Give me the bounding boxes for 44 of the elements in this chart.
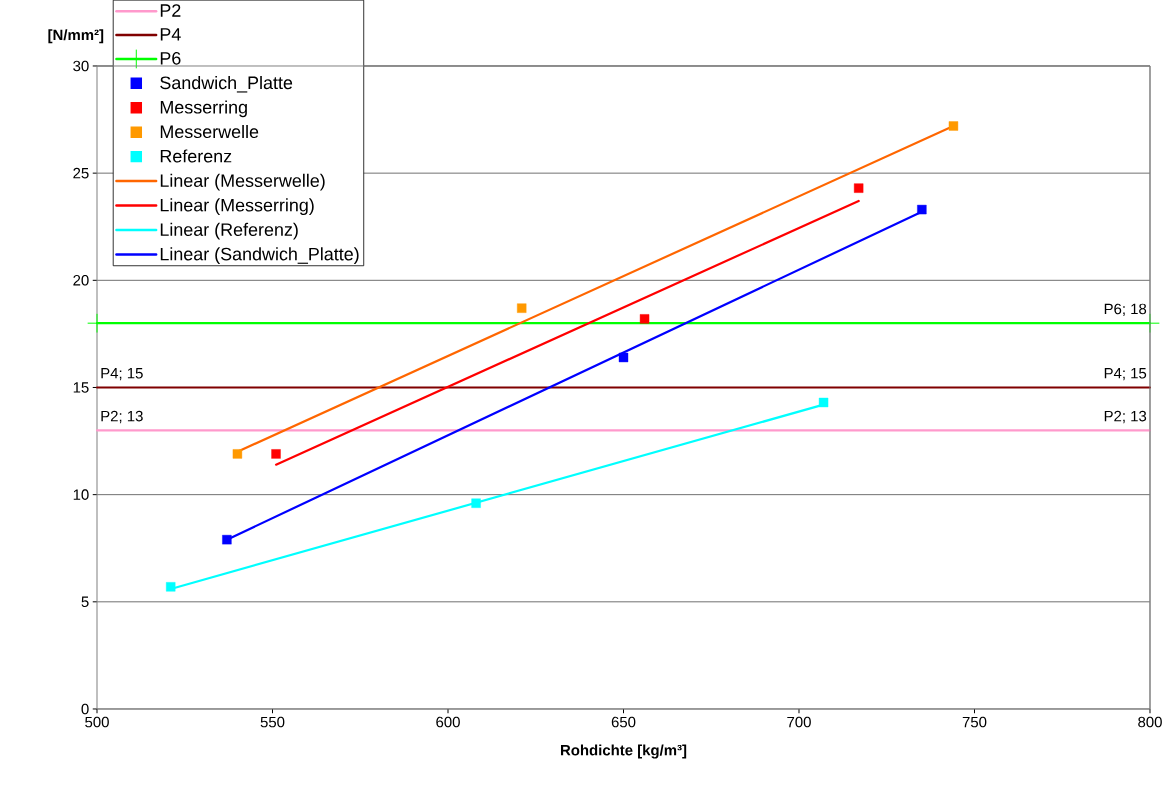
y-tick-label: 20 bbox=[73, 275, 89, 286]
data-label: P2; 13 bbox=[1104, 410, 1147, 424]
point bbox=[271, 449, 281, 459]
legend-label: P4 bbox=[160, 28, 181, 41]
point bbox=[818, 397, 829, 408]
data-label: P2; 13 bbox=[101, 410, 143, 424]
x-tick-label: 600 bbox=[436, 716, 460, 728]
point bbox=[166, 582, 176, 592]
point bbox=[948, 121, 959, 131]
y-tick-label: 30 bbox=[73, 60, 89, 72]
data-label: P6; 18 bbox=[1104, 303, 1147, 316]
x-axis-title: Rohdichte [kg/m³] bbox=[561, 744, 687, 759]
point bbox=[639, 314, 650, 324]
y-tick-label: 15 bbox=[73, 382, 89, 393]
legend-label: Linear (Messerwelle) bbox=[160, 173, 325, 191]
x-tick-label: 500 bbox=[85, 716, 109, 728]
point bbox=[232, 449, 243, 459]
point bbox=[618, 352, 629, 363]
point bbox=[853, 183, 864, 193]
y-tick-label: 0 bbox=[81, 703, 89, 715]
legend-label: Referenz bbox=[160, 149, 232, 163]
x-tick-label: 650 bbox=[611, 716, 636, 728]
x-tick-label: 550 bbox=[260, 716, 285, 728]
y-tick-label: 5 bbox=[81, 596, 89, 608]
x-tick-label: 700 bbox=[787, 716, 811, 728]
legend-label: Linear (Messerring) bbox=[160, 198, 314, 216]
legend-label: Linear (Sandwich_Platte) bbox=[160, 247, 359, 264]
data-label: P4; 15 bbox=[101, 368, 143, 381]
legend-label: Messerring bbox=[160, 100, 247, 118]
point bbox=[222, 534, 232, 545]
legend-label: P2 bbox=[160, 4, 181, 17]
legend-label: Messerwelle bbox=[160, 124, 259, 139]
x-tick-label: 750 bbox=[962, 716, 987, 728]
point bbox=[917, 204, 927, 215]
legend-label: Linear (Referenz) bbox=[160, 222, 298, 240]
data-label: P4; 15 bbox=[1104, 368, 1147, 381]
x-tick-label: 800 bbox=[1138, 716, 1162, 728]
y-tick-label: 10 bbox=[73, 489, 89, 500]
legend-label: P6 bbox=[160, 51, 181, 65]
point bbox=[517, 303, 527, 313]
point bbox=[471, 498, 481, 508]
y-tick-label: 25 bbox=[73, 167, 89, 179]
y-axis-title: [N/mm²] bbox=[48, 29, 104, 44]
legend-label: Sandwich_Platte bbox=[160, 75, 293, 93]
